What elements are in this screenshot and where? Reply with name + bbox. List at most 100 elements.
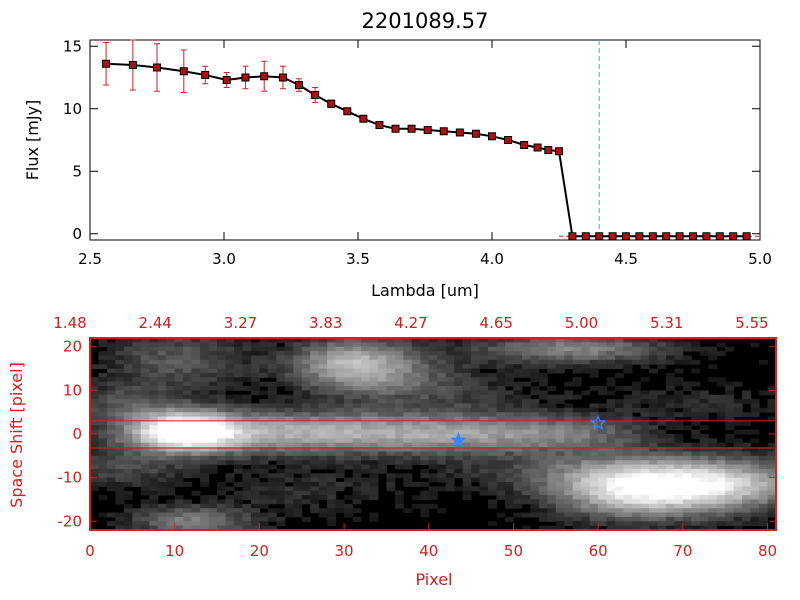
heatmap-cell <box>564 451 574 457</box>
heatmap-cell <box>242 386 252 391</box>
heatmap-cell <box>200 495 210 500</box>
heatmap-cell <box>335 460 345 466</box>
heatmap-cell <box>174 407 184 413</box>
heatmap-cell <box>555 412 565 418</box>
heatmap-cell <box>115 346 125 352</box>
heatmap-cell <box>674 490 684 496</box>
heatmap-cell <box>200 464 210 470</box>
heatmap-cell <box>615 407 625 413</box>
heatmap-cell <box>420 416 430 422</box>
heatmap-cell <box>479 394 489 400</box>
heatmap-cell <box>352 368 362 374</box>
heatmap-cell <box>462 464 472 470</box>
heatmap-cell <box>140 438 150 444</box>
heatmap-cell <box>191 403 201 409</box>
heatmap-cell <box>598 464 608 470</box>
heatmap-cell <box>174 499 184 505</box>
heatmap-cell <box>445 399 455 404</box>
heatmap-cell <box>462 490 472 496</box>
heatmap-cell <box>725 499 735 505</box>
heatmap-cell <box>344 386 354 391</box>
heatmap-cell <box>504 460 514 466</box>
heatmap-cell <box>344 381 354 387</box>
heatmap-cell <box>598 429 608 435</box>
heatmap-cell <box>437 473 447 479</box>
top-wavelength-tick-label: 4.27 <box>394 314 427 332</box>
heatmap-cell <box>335 442 345 448</box>
heatmap-cell <box>140 477 150 483</box>
data-point <box>343 107 352 116</box>
heatmap-cell <box>344 364 354 370</box>
heatmap-cell <box>657 521 667 527</box>
heatmap-cell <box>513 394 523 400</box>
heatmap-cell <box>191 516 201 522</box>
heatmap-cell <box>428 490 438 496</box>
heatmap-cell <box>454 425 464 431</box>
heatmap-cell <box>276 412 286 418</box>
heatmap-cell <box>157 438 167 444</box>
heatmap-cell <box>115 355 125 361</box>
heatmap-cell <box>267 438 277 444</box>
heatmap-cell <box>623 525 633 531</box>
heatmap-cell <box>318 473 328 479</box>
heatmap-cell <box>157 473 167 479</box>
heatmap-cell <box>310 346 320 352</box>
heatmap-cell <box>437 399 447 404</box>
heatmap-cell <box>335 455 345 461</box>
heatmap-cell <box>225 394 235 400</box>
heatmap-cell <box>233 464 243 470</box>
heatmap-cell <box>733 420 743 426</box>
heatmap-cell <box>598 386 608 391</box>
heatmap-cell <box>106 477 116 483</box>
heatmap-cell <box>504 425 514 431</box>
heatmap-cell <box>665 455 675 461</box>
heatmap-cell <box>606 420 616 426</box>
heatmap-cell <box>149 386 159 391</box>
x-tick-label: 20 <box>250 542 269 560</box>
heatmap-cell <box>267 508 277 514</box>
heatmap-cell <box>301 468 311 474</box>
heatmap-cell <box>767 442 777 448</box>
heatmap-cell <box>361 482 370 487</box>
heatmap-cell <box>589 342 599 348</box>
heatmap-cell <box>115 477 125 483</box>
heatmap-cell <box>530 473 540 479</box>
heatmap-cell <box>115 394 125 400</box>
heatmap-cell <box>115 338 125 343</box>
heatmap-cell <box>521 338 531 343</box>
heatmap-cell <box>90 407 99 413</box>
heatmap-cells <box>90 338 777 531</box>
heatmap-cell <box>293 403 303 409</box>
heatmap-cell <box>293 499 303 505</box>
heatmap-cell <box>174 460 184 466</box>
heatmap-cell <box>106 455 116 461</box>
heatmap-cell <box>521 468 531 474</box>
heatmap-cell <box>454 359 464 365</box>
heatmap-cell <box>344 355 354 361</box>
heatmap-cell <box>657 442 667 448</box>
heatmap-cell <box>301 372 311 378</box>
heatmap-cell <box>462 442 472 448</box>
heatmap-cell <box>403 477 413 483</box>
heatmap-cell <box>191 342 201 348</box>
heatmap-cell <box>606 416 616 422</box>
heatmap-cell <box>564 482 574 487</box>
heatmap-cell <box>361 429 370 435</box>
heatmap-cell <box>420 338 430 343</box>
heatmap-cell <box>733 460 743 466</box>
heatmap-cell <box>318 434 328 439</box>
heatmap-cell <box>208 503 218 509</box>
heatmap-cell <box>462 429 472 435</box>
heatmap-cell <box>640 346 650 352</box>
heatmap-cell <box>123 394 133 400</box>
heatmap-cell <box>115 351 125 356</box>
heatmap-cell <box>488 351 498 356</box>
heatmap-cell <box>115 495 125 500</box>
heatmap-cell <box>471 381 481 387</box>
heatmap-cell <box>716 508 726 514</box>
heatmap-cell <box>691 508 701 514</box>
heatmap-cell <box>386 338 396 343</box>
heatmap-cell <box>200 342 210 348</box>
heatmap-cell <box>572 381 582 387</box>
heatmap-cell <box>742 490 752 496</box>
